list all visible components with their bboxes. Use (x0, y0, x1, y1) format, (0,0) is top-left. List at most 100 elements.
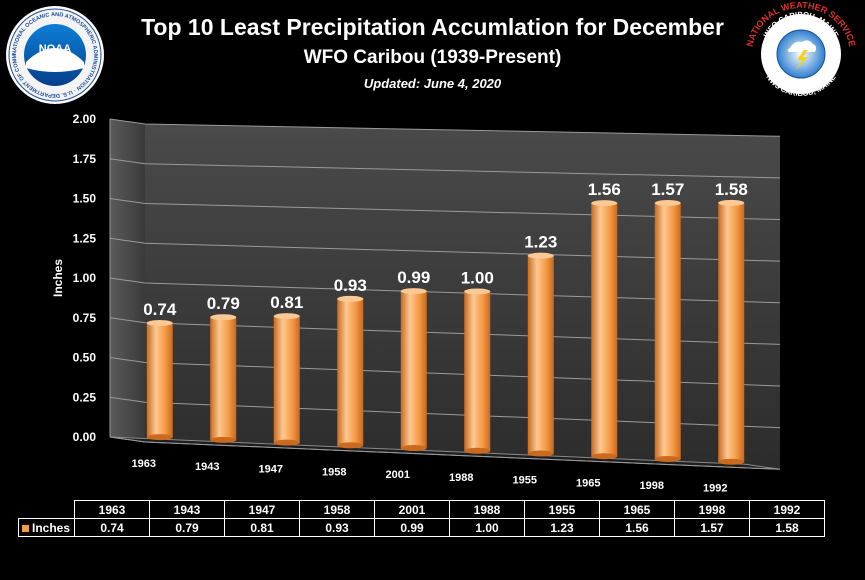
gridline (109, 317, 781, 345)
x-tick-label: 1998 (640, 480, 664, 492)
noaa-bird-icon (26, 48, 84, 72)
bar-top (210, 314, 237, 321)
noaa-logo: NATIONAL OCEANIC AND ATMOSPHERIC ADMINIS… (4, 4, 104, 104)
y-tick-label: 1.50 (73, 192, 97, 206)
table-value-cell: 0.74 (74, 518, 150, 537)
data-label: 0.99 (397, 268, 430, 287)
table-header-cell: 1958 (299, 500, 375, 519)
bar-top (464, 288, 491, 295)
nws-cloud-icon (787, 40, 817, 52)
bar-base (146, 434, 173, 441)
table-header-cell: 1965 (599, 500, 675, 519)
bar-base (654, 455, 681, 462)
bar (337, 298, 364, 446)
x-tick-label: 1955 (513, 475, 537, 487)
table-header-cell: 1963 (74, 500, 150, 519)
y-tick-label: 1.00 (73, 271, 97, 285)
y-tick-label: 1.75 (73, 152, 97, 166)
x-tick-label: 1943 (195, 461, 219, 473)
bar-top (273, 313, 300, 320)
x-tick-label: 1992 (703, 483, 727, 495)
bar-top (591, 200, 618, 207)
x-tick-label: 1965 (576, 477, 600, 489)
bar (718, 202, 745, 462)
table-value-cell: 1.00 (449, 518, 525, 537)
x-tick-label: 1988 (449, 472, 473, 484)
x-tick-label: 1958 (322, 466, 346, 478)
nws-center (776, 29, 826, 79)
nws-lightning-icon (796, 50, 808, 70)
noaa-center-text: NOAA (39, 43, 71, 55)
gridline (109, 158, 781, 179)
bar-base (464, 447, 491, 454)
gridline (109, 277, 781, 304)
table-header-cell: 1988 (449, 500, 525, 519)
y-tick-label: 0.75 (73, 311, 97, 325)
data-label: 1.23 (524, 233, 557, 252)
table-header-cell: 2001 (374, 500, 450, 519)
data-label: 1.58 (715, 180, 748, 199)
nws-logo: WFO CARIBOU, MAINE NATIONAL WEATHER SERV… (745, 2, 858, 98)
bar-base (210, 436, 237, 443)
table-header-cell: 1998 (674, 500, 750, 519)
y-tick-label: 0.00 (73, 430, 97, 444)
back-wall (145, 124, 780, 470)
data-label: 1.57 (651, 180, 684, 199)
table-series-label: Inches (18, 518, 75, 537)
bar-base (337, 442, 364, 449)
gridline (109, 436, 781, 470)
bar-base (718, 458, 745, 465)
table-corner (19, 501, 75, 519)
bar (400, 291, 427, 449)
y-axis-label: Inches (51, 259, 65, 297)
table-value-cell: 0.79 (149, 518, 225, 537)
data-label: 1.00 (461, 268, 494, 287)
chart-title: Top 10 Least Precipitation Accumlation f… (141, 14, 724, 40)
bar (210, 317, 237, 440)
y-tick-label: 0.25 (73, 390, 97, 404)
data-label: 0.74 (143, 300, 177, 319)
table-header-cell: 1992 (749, 500, 825, 519)
data-table: 1963 1943 1947 1958 2001 1988 1955 1965 1998 1992… (18, 500, 825, 537)
gridline (109, 237, 781, 262)
table-value-cell: 0.93 (299, 518, 375, 537)
bar (654, 202, 681, 459)
bar-top (400, 288, 427, 295)
bar-top (527, 252, 554, 259)
gridline (109, 198, 781, 221)
table-value-cell: 0.81 (224, 518, 300, 537)
y-tick-label: 0.50 (73, 351, 97, 365)
x-tick-label: 1963 (132, 458, 156, 470)
bar-base (527, 450, 554, 457)
table-value-cell: 1.57 (674, 518, 750, 537)
data-label: 0.81 (270, 293, 303, 312)
data-label: 0.79 (207, 294, 240, 313)
data-label: 0.93 (334, 276, 367, 295)
table-value-cell: 1.56 (599, 518, 675, 537)
table-value-cell: 1.58 (749, 518, 825, 537)
x-tick-label: 2001 (386, 469, 410, 481)
table-value-cell: 1.23 (524, 518, 600, 537)
chart-subtitle: WFO Caribou (1939-Present) (303, 47, 562, 68)
table-value-cell: 0.99 (374, 518, 450, 537)
table-header-cell: 1947 (224, 500, 300, 519)
bar (591, 203, 618, 457)
x-tick-label: 1947 (259, 464, 283, 476)
bar-base (273, 439, 300, 446)
bar-top (654, 199, 681, 206)
gridline (109, 118, 781, 137)
bar-top (718, 199, 745, 206)
y-tick-label: 1.25 (73, 231, 97, 245)
bar (527, 255, 554, 454)
y-tick-label: 2.00 (73, 112, 97, 126)
bar (464, 291, 491, 451)
updated-date: Updated: June 4, 2020 (363, 76, 502, 91)
table-header-cell: 1943 (149, 500, 225, 519)
gridline (109, 357, 781, 387)
bar (146, 323, 173, 438)
bar-top (337, 295, 364, 302)
bar-base (400, 445, 427, 452)
bar-top (146, 320, 173, 327)
bar (273, 316, 300, 443)
gridline (109, 396, 781, 429)
